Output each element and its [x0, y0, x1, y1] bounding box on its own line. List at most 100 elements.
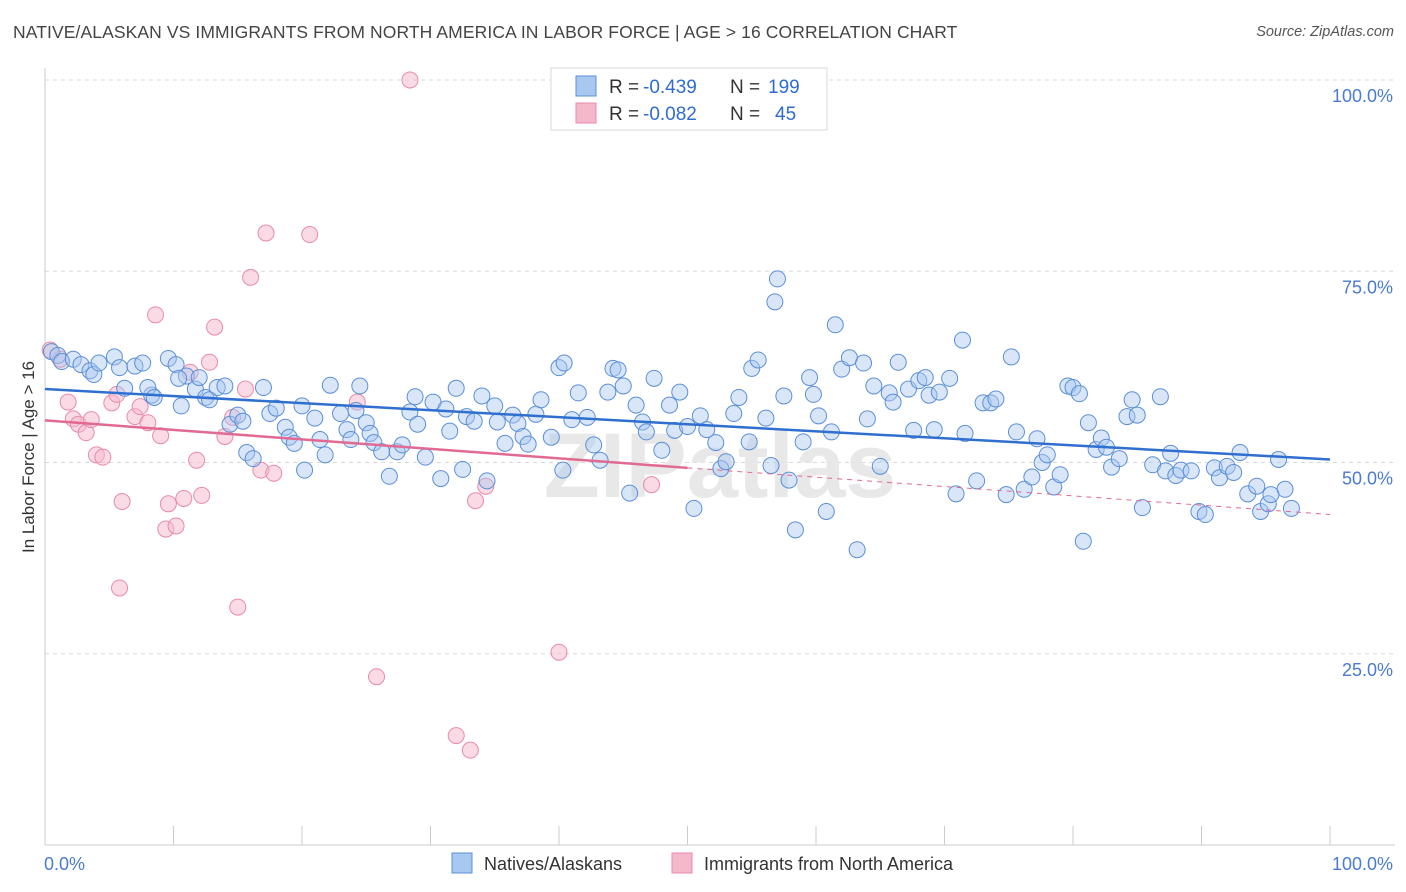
immigrants-point	[242, 268, 260, 286]
natives-point	[1002, 348, 1020, 366]
natives-point	[614, 377, 632, 395]
natives-point	[321, 376, 339, 394]
natives-point	[1167, 467, 1185, 485]
legend-r-value-2: -0.082	[643, 104, 697, 125]
natives-point	[1070, 385, 1088, 403]
natives-point	[947, 485, 965, 503]
natives-point	[661, 396, 679, 414]
natives-point	[671, 383, 689, 401]
natives-point	[569, 384, 587, 402]
natives-point	[416, 448, 434, 466]
natives-point	[1225, 463, 1243, 481]
natives-point	[170, 369, 188, 387]
legend-r-value-1: -0.439	[643, 77, 697, 98]
natives-point	[826, 316, 844, 334]
natives-point	[437, 400, 455, 418]
natives-point	[1038, 446, 1056, 464]
immigrants-point	[466, 492, 484, 510]
immigrants-point	[113, 493, 131, 511]
natives-point	[585, 436, 603, 454]
natives-point	[1007, 423, 1025, 441]
legend-r-label-2: R =	[609, 104, 639, 125]
natives-point	[855, 354, 873, 372]
immigrants-point	[229, 598, 247, 616]
natives-point	[953, 331, 971, 349]
natives-point	[930, 383, 948, 401]
natives-point	[740, 433, 758, 451]
natives-point	[454, 460, 472, 478]
immigrants-point	[159, 495, 177, 513]
natives-point	[244, 450, 262, 468]
natives-point	[542, 428, 560, 446]
natives-point	[889, 353, 907, 371]
immigrants-point	[477, 477, 495, 495]
natives-point	[1157, 462, 1175, 480]
bottom-legend-swatch-immigrants	[671, 852, 693, 874]
natives-point	[707, 434, 725, 452]
natives-point	[293, 397, 311, 415]
natives-point	[712, 460, 730, 478]
legend-swatch-immigrants	[575, 102, 597, 124]
natives-point	[865, 377, 883, 395]
y-tick-100: 100.0%	[1332, 86, 1393, 106]
chart-title: NATIVE/ALASKAN VS IMMIGRANTS FROM NORTH …	[13, 22, 958, 42]
natives-point	[609, 361, 627, 379]
immigrants-point	[59, 393, 77, 411]
natives-point	[621, 484, 639, 502]
natives-point	[916, 369, 934, 387]
natives-point	[801, 369, 819, 387]
natives-point	[478, 472, 496, 490]
natives-point	[316, 446, 334, 464]
natives-point	[447, 379, 465, 397]
natives-point	[810, 407, 828, 425]
immigrants-point	[301, 226, 319, 244]
immigrants-trend-line	[44, 419, 688, 470]
natives-point	[532, 391, 550, 409]
natives-point	[373, 443, 391, 461]
natives-point	[90, 354, 108, 372]
y-tick-75: 75.0%	[1342, 277, 1393, 297]
natives-point	[1276, 480, 1294, 498]
natives-point	[357, 414, 375, 432]
natives-point	[111, 359, 129, 377]
natives-point	[1182, 462, 1200, 480]
natives-point	[880, 384, 898, 402]
natives-point	[361, 424, 379, 442]
immigrants-trend-extension	[687, 467, 1331, 516]
natives-point	[1123, 391, 1141, 409]
natives-point	[1282, 499, 1300, 517]
natives-point	[267, 399, 285, 417]
natives-point	[432, 470, 450, 488]
legend-n-value-1: 199	[768, 77, 800, 98]
natives-point	[1218, 457, 1236, 475]
legend-swatch-natives	[575, 75, 597, 97]
natives-point	[766, 293, 784, 311]
natives-point	[1205, 459, 1223, 477]
natives-point	[768, 270, 786, 288]
stats-legend: R = -0.439 N = 199 R = -0.082 N = 45	[550, 67, 828, 131]
natives-point	[956, 424, 974, 442]
natives-point	[743, 359, 761, 377]
natives-point	[905, 421, 923, 439]
natives-point	[645, 369, 663, 387]
immigrants-point	[257, 224, 275, 242]
natives-point	[563, 411, 581, 429]
natives-point	[406, 388, 424, 406]
natives-point	[987, 390, 1005, 408]
immigrants-point	[200, 353, 218, 371]
natives-point	[338, 421, 356, 439]
natives-point	[238, 444, 256, 462]
natives-point	[858, 410, 876, 428]
natives-point	[884, 393, 902, 411]
natives-point	[105, 348, 123, 366]
natives-point	[216, 377, 234, 395]
natives-point	[234, 412, 252, 430]
natives-point	[1262, 486, 1280, 504]
natives-point	[496, 434, 514, 452]
legend-n-label-2: N =	[730, 104, 760, 125]
natives-point	[550, 359, 568, 377]
y-tick-50: 50.0%	[1342, 469, 1393, 489]
natives-point	[342, 431, 360, 449]
natives-point	[172, 397, 190, 415]
natives-trend-line	[44, 387, 1331, 461]
